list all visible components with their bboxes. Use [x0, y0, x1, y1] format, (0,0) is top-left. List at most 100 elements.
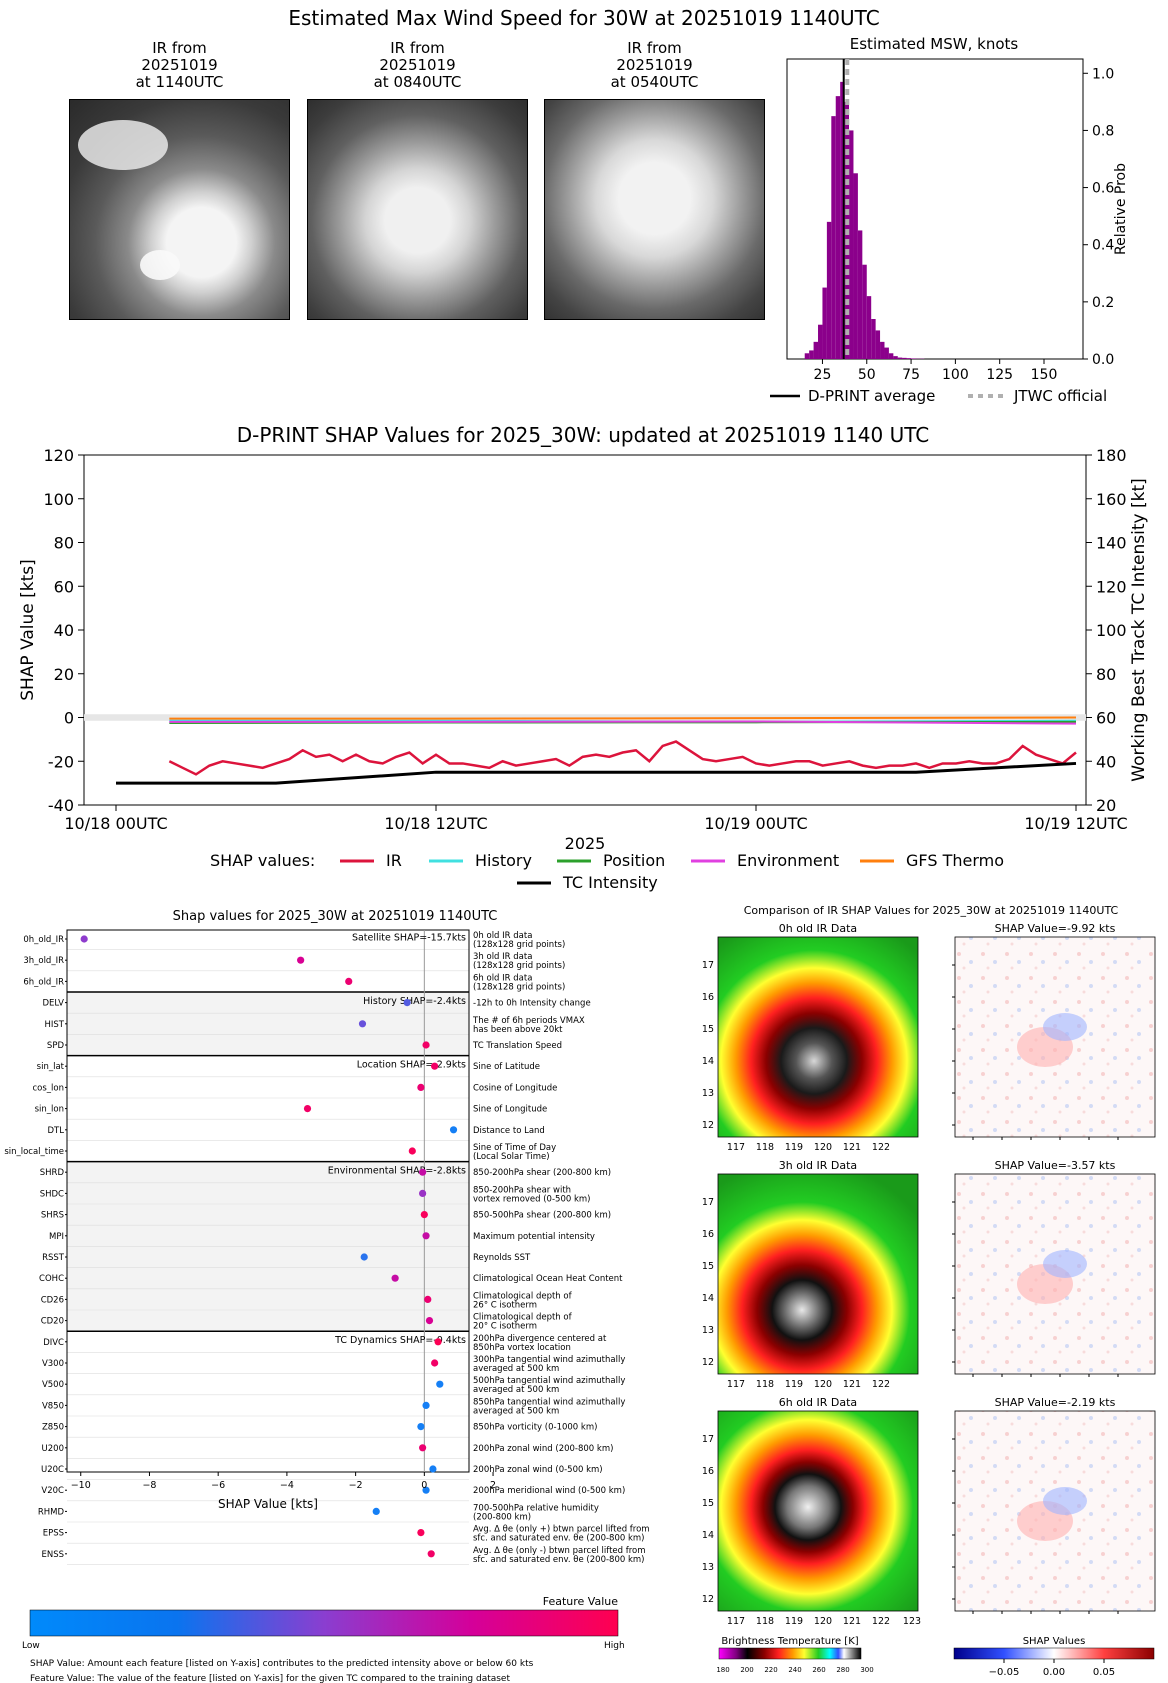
feat-name-label: sin_lat [37, 1062, 65, 1072]
feat-desc-line2: vortex removed (0-500 km) [473, 1194, 590, 1204]
feat-name-label: ENSS [41, 1550, 64, 1560]
shap-cb-tick-label: 0.05 [1093, 1667, 1115, 1678]
cmp-lat-label: 13 [702, 1088, 714, 1099]
feat-name-label: 0h_old_IR [23, 935, 64, 945]
feat-xtick-label: −2 [349, 1480, 363, 1491]
feat-desc-line1: 500hPa tangential wind azimuthally [473, 1376, 625, 1386]
ir-image-0540 [544, 99, 765, 320]
ir-panel-label-line2: 20251019 [379, 56, 456, 74]
feat-point-cos_lon [417, 1083, 425, 1091]
ts-ytick-right-label: 120 [1096, 577, 1127, 596]
hist-bar [866, 296, 872, 359]
ts-ytick-right-label: 80 [1096, 665, 1116, 684]
ts-series-gfs-thermo [169, 716, 1077, 720]
feat-name-label: SPD [47, 1041, 65, 1051]
feat-group-label: Location SHAP=-2.9kts [357, 1060, 466, 1071]
ts-ytick-right-label: 20 [1096, 796, 1116, 815]
feat-xtick-label: −8 [142, 1480, 156, 1491]
colorbar-low: Low [22, 1641, 40, 1651]
ts-ylabel-left: SHAP Value [kts] [18, 559, 38, 701]
feat-point-epss [417, 1529, 425, 1537]
cmp-right-title: SHAP Value=-2.19 kts [995, 1396, 1116, 1409]
cmp-lon-label: 119 [785, 1379, 803, 1390]
cmp-lat-label: 14 [702, 1530, 714, 1541]
hist-ytick-label: 0.0 [1092, 352, 1114, 368]
hist-bar [893, 356, 898, 359]
hist-plot-frame [786, 58, 1084, 360]
cmp-lon-label: 120 [814, 1142, 832, 1153]
bt-tick-label: 280 [836, 1666, 849, 1674]
feat-group-label: History SHAP=-2.4kts [363, 996, 466, 1007]
feat-desc-line1: 0h old IR data [473, 931, 532, 941]
feat-desc: Climatological Ocean Heat Content [473, 1274, 623, 1284]
ts-ytick-right-label: 160 [1096, 490, 1127, 509]
ts-xtick-label: 10/19 00UTC [704, 814, 807, 833]
feat-desc-line1: 200hPa divergence centered at [473, 1334, 607, 1344]
feat-desc-line1: Avg. Δ θe (only +) btwn parcel lifted fr… [473, 1525, 650, 1535]
cmp-lat-label: 12 [702, 1594, 714, 1605]
note-shap-value: SHAP Value: Amount each feature [listed … [30, 1659, 534, 1669]
feat-desc: 850-200hPa shear (200-800 km) [473, 1168, 611, 1178]
feat-desc-line2: averaged at 500 km [473, 1406, 559, 1416]
feat-name-label: DIVC [43, 1338, 64, 1348]
cmp-ir-image [717, 936, 919, 1138]
feat-point-u20c [429, 1465, 437, 1473]
hist-xtick-label: 25 [814, 367, 832, 383]
msw-histogram: Estimated MSW, knots 25 50 75 100 125 150 0.0… [770, 35, 1129, 405]
feat-name-label: RHMD [38, 1507, 65, 1517]
feat-point-cohc [391, 1274, 399, 1282]
feat-desc: 850-500hPa shear (200-800 km) [473, 1211, 611, 1221]
cmp-ir-image [717, 1173, 919, 1375]
hist-xtick-label: 150 [1031, 367, 1058, 383]
feat-desc: Sine of Latitude [473, 1062, 540, 1072]
feat-point-cd26 [424, 1295, 432, 1303]
cmp-lat-label: 13 [702, 1325, 714, 1336]
feat-group-label: TC Dynamics SHAP=-0.4kts [334, 1335, 466, 1346]
feat-point-sin_lon [303, 1105, 312, 1113]
ts-legend-label: IR [386, 851, 402, 870]
feat-point-mpi [422, 1232, 430, 1240]
feat-name-label: U20C [41, 1465, 64, 1475]
hist-bar [809, 350, 814, 359]
legend-avg-label: D-PRINT average [808, 387, 935, 405]
ts-legend-label: TC Intensity [562, 873, 658, 892]
bt-tick-label: 220 [764, 1666, 777, 1674]
feat-plot-frame [66, 929, 470, 1473]
cmp-left-title: 0h old IR Data [779, 922, 857, 935]
feat-desc: 200hPa zonal wind (0-500 km) [473, 1465, 603, 1475]
cmp-right-title: SHAP Value=-3.57 kts [995, 1159, 1116, 1172]
feat-name-label: Z850 [42, 1423, 64, 1433]
feat-group-label: Satellite SHAP=-15.7kts [352, 932, 466, 943]
feature-value-colorbar [29, 1609, 619, 1637]
ir-panel-label-line3: at 0540UTC [610, 73, 699, 91]
ir-shap-comparison: Comparison of IR SHAP Values for 2025_30… [702, 904, 1156, 1678]
ts-ytick-left-label: -40 [48, 796, 74, 815]
ir-panel-label-line1: IR from [627, 39, 682, 57]
hist-ytick-label: 0.6 [1092, 181, 1114, 197]
feat-name-label: RSST [42, 1253, 65, 1263]
ts-series-tc-intensity [116, 761, 1077, 785]
cmp-left-title: 6h old IR Data [779, 1396, 857, 1409]
hist-bar [862, 264, 867, 359]
ts-legend-label: Position [603, 851, 665, 870]
hist-bar [840, 81, 845, 359]
cmp-lon-label: 120 [814, 1379, 832, 1390]
feature-shap-chart: Shap values for 2025_30W at 20251019 114… [4, 909, 650, 1683]
ts-ytick-left-label: 60 [54, 577, 74, 596]
hist-bar [902, 357, 907, 359]
hist-xtick-label: 125 [986, 367, 1013, 383]
bt-tick-label: 240 [788, 1666, 801, 1674]
feat-desc-line1: 3h old IR data [473, 952, 532, 962]
feat-desc: -12h to 0h Intensity change [473, 999, 591, 1009]
ts-ytick-left-label: 100 [43, 490, 74, 509]
cmp-lon-label: 118 [756, 1616, 774, 1627]
feat-point-sin_local_time [408, 1147, 416, 1155]
feat-group-label: Environmental SHAP=-2.8kts [328, 1166, 466, 1177]
hist-bar [822, 287, 827, 359]
shap-colorbar [953, 1647, 1155, 1660]
ts-legend-label: GFS Thermo [906, 851, 1004, 870]
ts-xlabel: 2025 [565, 834, 606, 853]
feat-desc-line2: (128x128 grid points) [473, 982, 565, 992]
cmp-lon-label: 121 [843, 1379, 861, 1390]
feat-point-shrd [419, 1168, 427, 1176]
